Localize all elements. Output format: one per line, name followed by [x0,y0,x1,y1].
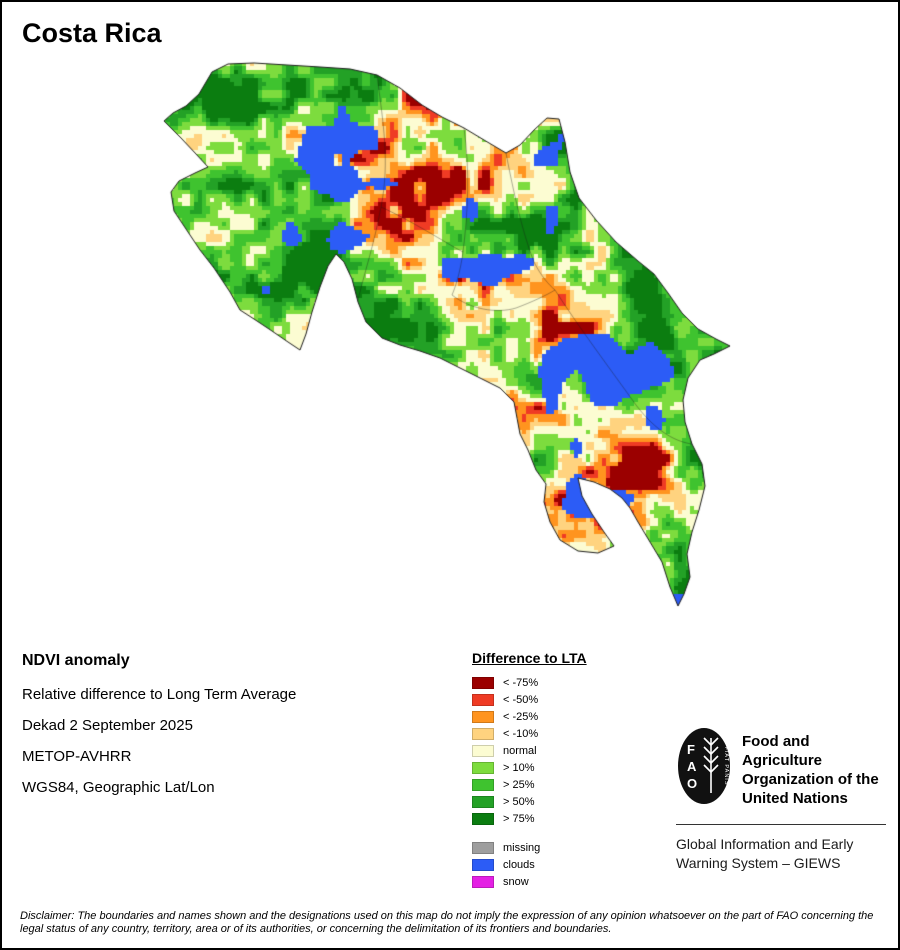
legend-label: < -75% [503,676,539,689]
legend-swatch [472,875,494,888]
legend-item: missing [472,839,587,856]
legend-item: > 10% [472,759,587,776]
info-line: Relative difference to Long Term Average [22,686,297,703]
info-line: Dekad 2 September 2025 [22,717,193,734]
fao-divider [676,824,886,825]
org-line: Organization of the [742,771,879,788]
legend-label: > 50% [503,795,535,808]
wheat-icon [703,737,719,793]
legend-label: > 25% [503,778,535,791]
org-line: Food and Agriculture [742,733,823,769]
legend-label: < -25% [503,710,539,723]
giews-line: Warning System – GIEWS [676,855,841,871]
legend-label: < -50% [503,693,539,706]
info-line: METOP-AVHRR [22,748,132,765]
legend-item: < -10% [472,725,587,742]
fao-letter: A [687,759,697,774]
disclaimer-text: Disclaimer: The boundaries and names sho… [20,910,874,935]
legend-gap [472,827,587,839]
legend-swatch [472,676,494,689]
legend-label: < -10% [503,727,539,740]
legend-item: < -50% [472,691,587,708]
legend-rows: < -75% < -50% < -25% < -10% normal > 10% > 25%… [472,674,587,890]
legend-swatch [472,744,494,757]
legend-swatch [472,778,494,791]
legend-label: snow [503,875,529,888]
legend-label: missing [503,841,541,854]
fao-motto: FIAT PANIS [723,746,729,785]
info-line: WGS84, Geographic Lat/Lon [22,779,215,796]
fao-header: F A O FIAT PANIS Food and Agriculture Or… [676,726,886,808]
fao-letter: F [687,742,695,757]
legend-item: normal [472,742,587,759]
org-line: United Nations [742,790,848,807]
legend-swatch [472,727,494,740]
map-info-block: NDVI anomaly Relative difference to Long… [22,652,296,810]
ndvi-anomaly-heading: NDVI anomaly [22,652,130,669]
fao-logo: F A O FIAT PANIS [678,728,730,804]
legend-title: Difference to LTA [472,650,587,666]
legend-label: > 10% [503,761,535,774]
legend-swatch [472,812,494,825]
legend-item: snow [472,873,587,890]
legend-swatch [472,693,494,706]
legend-item: > 25% [472,776,587,793]
legend-label: clouds [503,858,535,871]
legend-swatch [472,841,494,854]
legend-swatch [472,761,494,774]
legend-swatch [472,858,494,871]
legend: Difference to LTA < -75% < -50% < -25% < -1… [472,650,587,890]
legend-item: clouds [472,856,587,873]
legend-swatch [472,795,494,808]
legend-item: < -25% [472,708,587,725]
legend-label: normal [503,744,537,757]
legend-item: > 50% [472,793,587,810]
legend-swatch [472,710,494,723]
fao-block: F A O FIAT PANIS Food and Agriculture Or… [676,726,886,873]
fao-org-name: Food and Agriculture Organization of the… [742,726,886,808]
legend-item: > 75% [472,810,587,827]
legend-label: > 75% [503,812,535,825]
legend-item: < -75% [472,674,587,691]
giews-name: Global Information and Early Warning Sys… [676,835,886,873]
page-title: Costa Rica [22,18,162,48]
giews-line: Global Information and Early [676,836,854,852]
fao-letter: O [687,776,697,791]
